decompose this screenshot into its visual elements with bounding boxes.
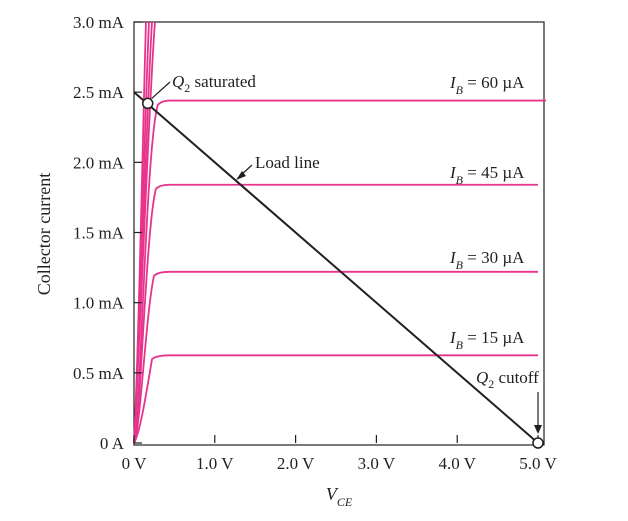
y-tick-label: 3.0 mA	[73, 13, 125, 32]
y-tick-label: 0.5 mA	[73, 364, 125, 383]
collector-curve	[133, 99, 547, 444]
x-tick-label: 3.0 V	[358, 454, 396, 473]
operating-point-marker	[532, 437, 544, 449]
saturation-curve	[133, 21, 156, 444]
series-label: IB = 45 µA	[449, 163, 525, 187]
series-label: IB = 60 µA	[449, 73, 525, 97]
x-tick-label: 2.0 V	[277, 454, 315, 473]
x-tick-label: 4.0 V	[438, 454, 476, 473]
saturated-leader	[151, 81, 171, 99]
axis-ticks: 0 V 1.0 V 2.0 V 3.0 V 4.0 V 5.0 V 0 A 0.5 mA 1.0…	[73, 13, 557, 473]
saturated-label-main: Q	[172, 72, 184, 91]
x-tick-label: 5.0 V	[519, 454, 557, 473]
load-line-group: Load line	[133, 91, 539, 444]
x-tick-label: 1.0 V	[196, 454, 234, 473]
cutoff-label-sub: 2	[488, 377, 494, 391]
series-label-rest: = 60 µA	[463, 73, 525, 92]
cutoff-label-rest: cutoff	[494, 368, 539, 387]
y-tick-label: 1.5 mA	[73, 224, 125, 243]
saturated-label: Q2 saturated	[172, 72, 256, 95]
y-axis-title: Collector current	[34, 173, 54, 295]
collector-curve	[133, 270, 538, 444]
series-label: IB = 30 µA	[449, 248, 525, 272]
plot-frame	[133, 21, 545, 446]
series-label-rest: = 30 µA	[463, 248, 525, 267]
series-label-sub: B	[456, 258, 464, 272]
y-tick-label: 2.5 mA	[73, 83, 125, 102]
series-label-main: I	[449, 248, 457, 267]
saturated-label-rest: saturated	[190, 72, 256, 91]
series-label-sub: B	[456, 83, 464, 97]
cutoff-arrowhead	[534, 425, 542, 434]
operating-point-marker	[141, 97, 154, 110]
series-label-rest: = 45 µA	[463, 163, 525, 182]
series-label-main: I	[449, 163, 457, 182]
load-line-label: Load line	[255, 153, 320, 172]
collector-curves	[133, 21, 547, 444]
series-label: IB = 15 µA	[449, 328, 525, 352]
x-axis-title: VCE	[326, 484, 353, 509]
load-line-arrowhead	[236, 171, 246, 180]
x-tick-label: 0 V	[122, 454, 147, 473]
load-line	[133, 91, 539, 444]
collector-curve	[133, 183, 538, 444]
y-tick-label: 1.0 mA	[73, 294, 125, 313]
x-axis-title-main: V	[326, 484, 339, 504]
y-tick-label: 0 A	[100, 434, 125, 453]
series-label-main: I	[449, 73, 457, 92]
series-label-rest: = 15 µA	[463, 328, 525, 347]
collector-curve	[133, 354, 538, 444]
y-tick-label: 2.0 mA	[73, 153, 125, 172]
series-label-sub: B	[456, 173, 464, 187]
series-label-sub: B	[456, 338, 464, 352]
x-axis-title-sub: CE	[337, 495, 353, 509]
series-label-main: I	[449, 328, 457, 347]
cutoff-label: Q2 cutoff	[476, 368, 539, 391]
saturated-label-sub: 2	[184, 81, 190, 95]
cutoff-label-main: Q	[476, 368, 488, 387]
